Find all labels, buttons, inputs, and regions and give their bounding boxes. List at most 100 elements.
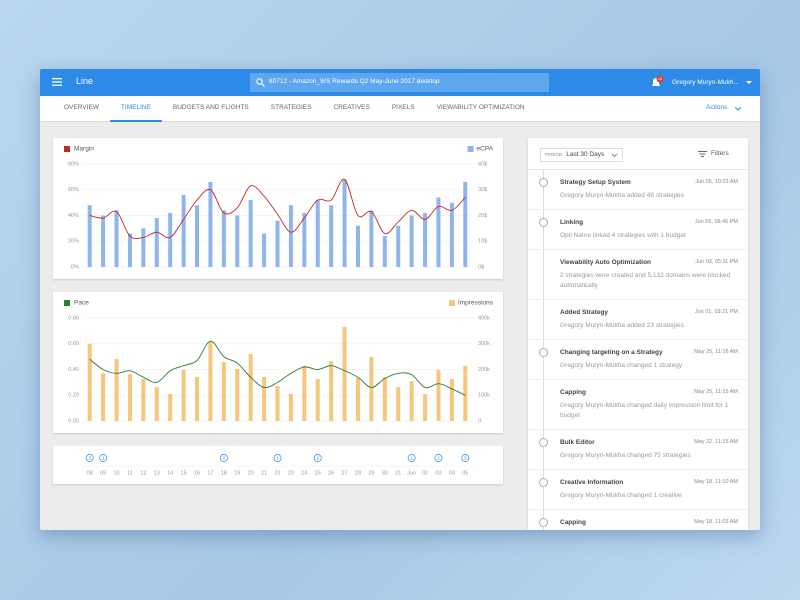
activity-title: Strategy Setup System: [560, 179, 631, 186]
activity-item[interactable]: Added Strategy Jun 01, 03:21 PM Gregory Mu…: [528, 300, 748, 340]
bar: [208, 341, 213, 421]
activity-time: May 25, 11:16 AM: [694, 349, 738, 355]
tab[interactable]: BUDGETS AND FLIGHTS: [172, 104, 249, 111]
bar: [181, 370, 186, 421]
app-window: Line 80712 - Amazon_WS Rewards Q2 May-Ju…: [40, 69, 760, 530]
event-badge[interactable]: [99, 454, 108, 462]
activity-time: May 22, 11:15 AM: [694, 439, 738, 445]
bar: [436, 370, 441, 421]
y-tick-label: 0.40: [68, 367, 79, 373]
tab[interactable]: OVERVIEW: [64, 104, 99, 111]
bar: [342, 327, 347, 421]
activity-dot: [539, 178, 548, 187]
event-count: 1: [102, 455, 105, 460]
bar: [396, 225, 401, 267]
bar: [423, 393, 428, 421]
event-badge[interactable]: [461, 454, 470, 462]
y-tick-label: 40%: [68, 213, 79, 219]
period-label: PERIOD: [545, 152, 563, 157]
activity-item[interactable]: Changing targeting on a Strategy May 25, …: [528, 340, 748, 380]
chart: 0.00 0.20 0.40 0.60 0.80 0 100k 200k 300k 400k Imp…: [64, 300, 494, 424]
event-badge[interactable]: [219, 454, 228, 462]
tab[interactable]: TIMELINE: [109, 96, 162, 122]
date-label: 25: [315, 470, 321, 476]
y-tick-label: 80%: [68, 161, 79, 167]
bar: [262, 233, 267, 267]
actions-button[interactable]: Actions: [706, 104, 728, 111]
tab[interactable]: STRATEGIES: [270, 104, 312, 111]
notification-count: 10: [657, 76, 663, 81]
bar: [449, 379, 454, 421]
user-name[interactable]: Gregory Muryn-Mukh...: [672, 79, 739, 86]
bar: [342, 179, 347, 267]
tab[interactable]: VIEWABILITY OPTIMIZATION: [436, 104, 525, 111]
date-label: 14: [167, 470, 173, 476]
bar: [87, 343, 92, 421]
activity-list: Strategy Setup System Jun 05, 10:23 AM Gre…: [528, 170, 748, 530]
actions-caret: [735, 107, 741, 111]
event-count: 2: [223, 455, 226, 460]
y-tick-label: 0.80: [68, 315, 79, 321]
bar: [423, 212, 428, 267]
activity-item[interactable]: Viewability Auto Optimization Jun 03, 05:…: [528, 250, 748, 300]
date-label: 24: [301, 470, 307, 476]
bar: [141, 379, 146, 421]
event-badge[interactable]: [313, 454, 322, 462]
tab[interactable]: CREATIVES: [333, 104, 370, 111]
event-count: 1: [410, 455, 413, 460]
bar: [87, 205, 92, 267]
date-label: 08: [87, 470, 93, 476]
bar: [288, 205, 293, 267]
search-text: 80712 - Amazon_WS Rewards Q2 May-June 20…: [269, 78, 440, 85]
activity-title: Linking: [560, 219, 584, 226]
bar: [221, 362, 226, 421]
period-select[interactable]: PERIOD Last 30 Days: [540, 148, 624, 162]
date-label: 13: [154, 470, 160, 476]
activity-item[interactable]: Linking Jun 05, 08:45 PM Opti Name linked …: [528, 210, 748, 250]
bar: [369, 210, 374, 267]
date-label: 27: [342, 470, 348, 476]
bar: [101, 215, 106, 267]
event-count: 3: [88, 455, 91, 460]
date-label: 05: [462, 470, 468, 476]
date-label: 04: [449, 470, 455, 476]
event-count: 2: [316, 455, 319, 460]
y-tick-label: 0.20: [68, 393, 79, 399]
filters-button[interactable]: Filters: [711, 150, 729, 157]
bell-icon[interactable]: [649, 75, 665, 89]
bar: [114, 210, 119, 267]
menu-icon[interactable]: [52, 78, 62, 86]
event-badge[interactable]: [434, 454, 443, 462]
event-badge[interactable]: [407, 454, 416, 462]
tab[interactable]: PIXELS: [391, 104, 415, 111]
event-count: 1: [276, 455, 279, 460]
legend-swatch: [64, 300, 70, 306]
line: [89, 340, 466, 396]
event-count: 3: [464, 455, 467, 460]
activity-time: Jun 05, 08:45 PM: [694, 219, 738, 225]
bar: [141, 228, 146, 267]
activity-text: Gregory Muryn-Mukha changed daily impres…: [560, 402, 729, 419]
activity-item[interactable]: Creative Information May 18, 11:10 AM Greg…: [528, 470, 748, 510]
bar: [315, 379, 320, 421]
search-box[interactable]: 80712 - Amazon_WS Rewards Q2 May-June 20…: [250, 73, 549, 92]
date-label: 19: [234, 470, 240, 476]
event-badge[interactable]: [85, 454, 94, 462]
activity-item[interactable]: Bulk Editor May 22, 11:15 AM Gregory Muryn…: [528, 430, 748, 470]
activity-time: Jun 03, 05:11 PM: [695, 259, 738, 265]
activity-title: Viewability Auto Optimization: [560, 259, 652, 266]
bar: [154, 218, 159, 267]
activity-item[interactable]: Capping May 25, 11:15 AM Gregory Muryn-Muk…: [528, 380, 748, 430]
bar: [302, 365, 307, 421]
y2-tick-label: 300k: [478, 341, 490, 347]
activity-item[interactable]: Strategy Setup System Jun 05, 10:23 AM Gre…: [528, 170, 748, 210]
bar: [208, 182, 213, 267]
bar: [302, 212, 307, 267]
period-caret: [612, 154, 618, 157]
legend-label: eCPA: [477, 146, 494, 153]
chart: 0% 20% 40% 60% 80% 0$ 10$ 20$ 30$ 40$ eCPA Margin: [64, 146, 494, 270]
event-badge[interactable]: [273, 454, 282, 462]
bar: [195, 205, 200, 267]
bar: [127, 233, 132, 267]
